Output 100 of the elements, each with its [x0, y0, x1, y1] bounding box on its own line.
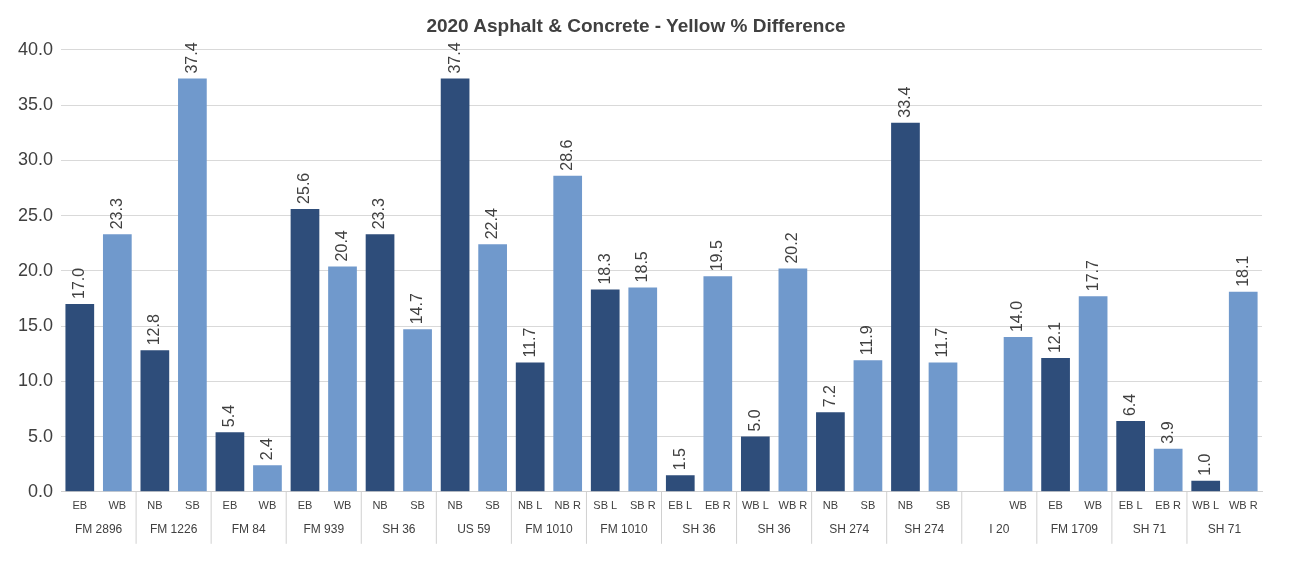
x-tick-label: SB L [593, 499, 618, 512]
text: SH 274 [829, 522, 870, 537]
bar [891, 122, 920, 492]
bar [816, 412, 845, 492]
x-tick-label: NB [822, 499, 839, 512]
x-tick-label: WB L [1192, 499, 1220, 512]
x-tick-label: WB [1084, 499, 1102, 512]
x-tick-label: SB [410, 499, 425, 512]
y-tick-label: 15.0 [17, 315, 54, 336]
x-tick-label: EB [72, 499, 88, 512]
y-tick-label: 35.0 [17, 94, 54, 115]
data-label: 3.9 [1158, 421, 1176, 444]
bar [178, 78, 207, 492]
x-tick-label: EB [297, 499, 313, 512]
x-tick-label: WB R [1228, 499, 1258, 512]
text: FM 1010 [525, 522, 573, 537]
y-tick-label: 30.0 [17, 149, 54, 170]
text: SH 71 [1207, 522, 1242, 537]
data-label: 2.4 [257, 437, 275, 461]
data-label: 18.1 [1233, 255, 1251, 287]
y-tick-label: 0.0 [28, 480, 54, 501]
x-tick-label: SB R [629, 499, 656, 512]
bar [1116, 421, 1145, 492]
x-tick-label: WB [258, 499, 277, 512]
x-tick-label: SB [860, 499, 876, 512]
x-tick-label: SB [185, 499, 200, 512]
text: FM 1010 [600, 522, 648, 537]
data-label: 12.1 [1045, 321, 1063, 354]
bar [740, 436, 770, 492]
data-label: 17.7 [1083, 259, 1101, 292]
x-tick-label: NB [897, 499, 914, 512]
data-label: 11.7 [520, 327, 538, 358]
bar [440, 78, 470, 492]
data-label: 11.7 [933, 327, 951, 358]
data-label: 23.3 [107, 198, 125, 230]
data-label: 33.4 [895, 86, 913, 118]
x-tick-label: WB L [741, 499, 769, 512]
text: US 59 [457, 522, 491, 537]
data-label: 6.4 [1121, 393, 1139, 417]
bar [403, 329, 432, 492]
bar [1191, 480, 1221, 492]
data-label: 18.3 [595, 253, 613, 285]
x-tick-label: NB L [517, 499, 543, 512]
text: FM 1226 [149, 522, 198, 537]
text: SH 274 [904, 522, 945, 537]
bar [553, 175, 583, 492]
data-label: 14.0 [1008, 300, 1026, 333]
x-tick-label: WB R [778, 499, 808, 512]
data-label: 37.4 [445, 42, 463, 74]
bar [1041, 358, 1070, 492]
data-label: 20.2 [783, 232, 801, 264]
x-tick-label: EB R [704, 499, 731, 512]
bar [665, 475, 695, 492]
bar [590, 289, 620, 492]
data-label: 23.3 [370, 198, 388, 230]
text: FM 1709 [1050, 522, 1099, 537]
bar [215, 432, 245, 492]
data-label: 17.0 [70, 267, 88, 299]
x-tick-label: EB [1048, 499, 1063, 512]
bar [515, 362, 545, 492]
data-label: 7.2 [820, 384, 838, 408]
data-label: 5.4 [220, 404, 238, 428]
data-label: 1.0 [1196, 453, 1214, 476]
data-label: 12.8 [145, 314, 163, 346]
bar [928, 362, 958, 492]
data-label: 28.6 [558, 139, 576, 171]
bar [703, 276, 733, 492]
bar [65, 303, 95, 492]
chart-title: 2020 Asphalt & Concrete - Yellow % Difference [426, 14, 846, 36]
data-label: 11.9 [858, 325, 876, 356]
x-tick-label: EB R [1155, 499, 1182, 512]
bar [1228, 291, 1258, 492]
x-tick-label: NB [372, 499, 388, 512]
x-tick-label: WB [1009, 499, 1027, 512]
bar [365, 234, 395, 492]
bar [253, 465, 282, 492]
bar [778, 268, 808, 492]
bar [1153, 448, 1183, 492]
bar [853, 360, 883, 492]
data-label: 37.4 [182, 42, 200, 74]
data-label: 1.5 [670, 447, 688, 471]
bar [1003, 337, 1033, 492]
x-tick-label: WB [333, 499, 352, 512]
y-tick-label: 25.0 [17, 204, 54, 225]
x-tick-label: WB [108, 499, 127, 512]
bar [328, 266, 357, 492]
data-label: 20.4 [332, 230, 350, 262]
text: I 20 [989, 522, 1010, 537]
text: FM 84 [231, 522, 267, 537]
x-tick-label: SB [935, 499, 951, 512]
text: FM 2896 [74, 522, 123, 537]
y-tick-label: 5.0 [28, 425, 54, 446]
x-tick-label: NB [447, 499, 463, 512]
data-label: 18.5 [633, 251, 651, 283]
y-tick-label: 10.0 [17, 370, 54, 391]
x-tick-label: NB R [554, 499, 581, 512]
data-label: 25.6 [295, 172, 313, 204]
bar [102, 234, 132, 492]
bar [478, 244, 507, 492]
bar [290, 208, 320, 492]
